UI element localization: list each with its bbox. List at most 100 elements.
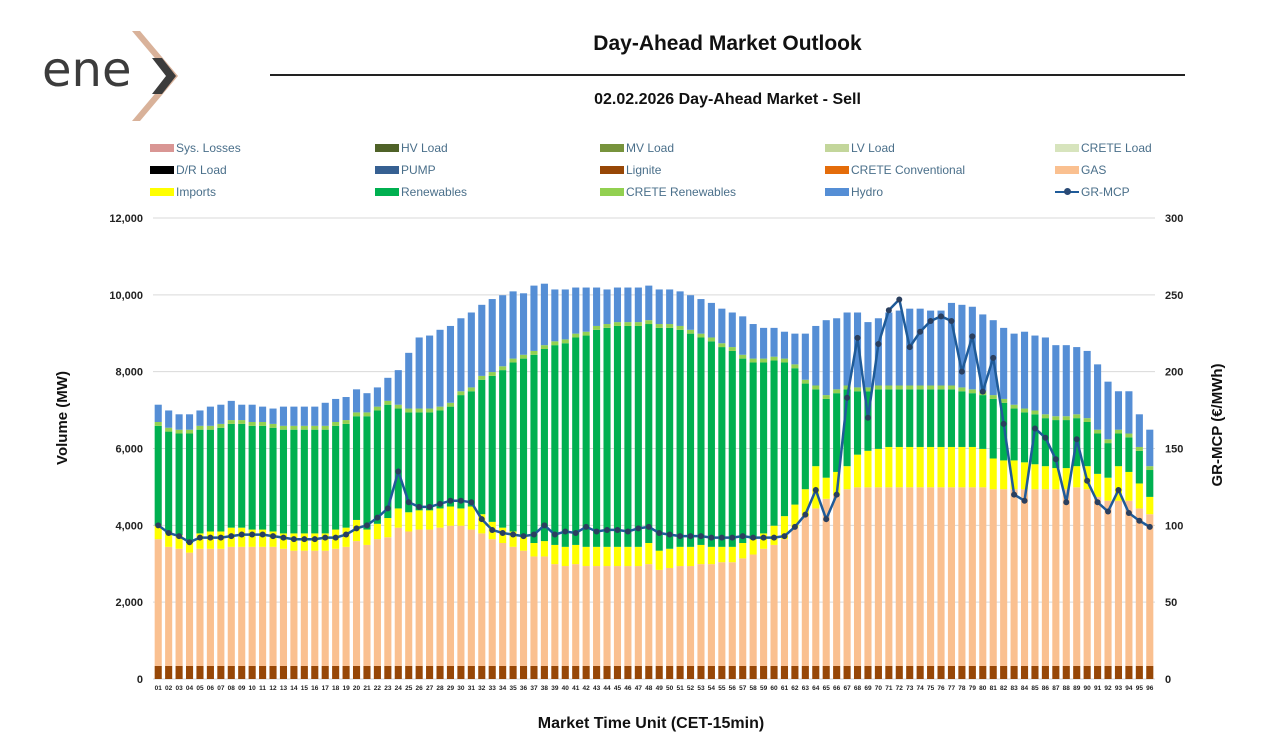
legend-label: CRETE Renewables bbox=[626, 185, 737, 199]
chart-subtitle: 02.02.2026 Day-Ahead Market - Sell bbox=[594, 91, 861, 108]
bar-segment bbox=[655, 665, 663, 679]
x-tick-label: 31 bbox=[468, 685, 476, 692]
bar-segment bbox=[551, 345, 559, 545]
bar-segment bbox=[519, 535, 528, 551]
bar-segment bbox=[342, 397, 350, 421]
bar-segment bbox=[405, 408, 413, 413]
bar-segment bbox=[311, 406, 319, 426]
bar-segment bbox=[906, 446, 914, 488]
bar-segment bbox=[488, 372, 496, 376]
mcp-point bbox=[906, 344, 913, 351]
mcp-point bbox=[1073, 436, 1080, 443]
x-tick-label: 67 bbox=[843, 685, 851, 692]
bar-segment bbox=[519, 293, 528, 355]
bar-segment bbox=[363, 665, 371, 679]
bar-segment bbox=[248, 404, 256, 422]
mcp-point bbox=[228, 533, 235, 540]
bar-segment bbox=[707, 341, 715, 547]
bar-segment bbox=[1041, 337, 1049, 415]
x-tick-label: 88 bbox=[1063, 685, 1071, 692]
bar-segment bbox=[384, 400, 392, 405]
x-tick-label: 32 bbox=[478, 685, 486, 692]
bar-segment bbox=[572, 287, 580, 334]
bar-segment bbox=[457, 508, 465, 526]
x-tick-label: 66 bbox=[833, 685, 841, 692]
y-tick-label: 6,000 bbox=[115, 444, 143, 456]
bar-segment bbox=[1062, 489, 1070, 666]
bar-segment bbox=[874, 448, 882, 488]
mcp-point bbox=[374, 514, 381, 521]
mcp-point bbox=[207, 534, 214, 541]
mcp-point bbox=[791, 523, 798, 530]
bar-segment bbox=[947, 302, 956, 386]
bar-segment bbox=[645, 665, 653, 679]
bar-segment bbox=[833, 318, 841, 390]
bar-segment bbox=[363, 393, 371, 413]
bar-segment bbox=[1020, 462, 1029, 490]
bar-segment bbox=[373, 539, 381, 666]
bar-segment bbox=[582, 287, 590, 332]
bar-segment bbox=[1083, 665, 1091, 679]
bar-segment bbox=[947, 487, 956, 666]
bar-segment bbox=[457, 665, 465, 679]
bar-segment bbox=[373, 410, 381, 524]
bar-segment bbox=[1062, 416, 1070, 421]
bar-segment bbox=[1052, 489, 1060, 666]
bar-segment bbox=[238, 423, 246, 528]
mcp-point bbox=[593, 528, 600, 535]
y2-tick-label: 100 bbox=[1165, 520, 1183, 532]
bar-segment bbox=[624, 566, 632, 666]
bar-segment bbox=[196, 429, 204, 534]
mcp-point bbox=[562, 528, 569, 535]
mcp-point bbox=[165, 530, 172, 537]
mcp-point bbox=[760, 534, 767, 541]
bar-segment bbox=[248, 421, 256, 426]
bar-segment bbox=[916, 308, 924, 386]
bar-segment bbox=[1041, 414, 1049, 419]
x-tick-label: 27 bbox=[426, 685, 434, 692]
bar-segment bbox=[697, 544, 705, 565]
x-tick-label: 89 bbox=[1073, 685, 1081, 692]
bar-segment bbox=[613, 665, 622, 679]
bar-segment bbox=[415, 337, 423, 409]
bar-segment bbox=[593, 665, 601, 679]
bar-segment bbox=[780, 665, 789, 679]
mcp-point bbox=[457, 497, 464, 504]
bar-segment bbox=[499, 543, 507, 666]
bar-segment bbox=[676, 566, 684, 666]
x-tick-label: 35 bbox=[509, 685, 517, 692]
bar-segment bbox=[686, 329, 695, 334]
legend-swatch bbox=[825, 144, 849, 152]
bar-segment bbox=[384, 665, 392, 679]
bar-segment bbox=[770, 356, 778, 361]
mcp-point bbox=[176, 533, 183, 540]
bar-segment bbox=[780, 331, 789, 359]
bar-segment bbox=[1073, 487, 1081, 666]
legend-label: LV Load bbox=[851, 141, 895, 155]
bar-segment bbox=[342, 420, 350, 424]
bar-segment bbox=[269, 546, 277, 666]
bar-segment bbox=[874, 665, 882, 679]
bar-segment bbox=[1146, 665, 1154, 679]
bar-segment bbox=[582, 566, 590, 666]
bar-segment bbox=[165, 546, 173, 666]
bar-segment bbox=[363, 529, 371, 545]
bar-segment bbox=[593, 329, 601, 547]
bar-segment bbox=[279, 406, 288, 426]
bar-segment bbox=[593, 546, 601, 567]
bar-segment bbox=[655, 327, 663, 551]
mcp-point bbox=[322, 534, 329, 541]
bar-segment bbox=[603, 665, 611, 679]
mcp-point bbox=[416, 503, 423, 510]
bar-segment bbox=[373, 406, 381, 411]
bar-segment bbox=[770, 360, 778, 526]
bar-segment bbox=[927, 389, 935, 447]
bar-segment bbox=[864, 665, 872, 679]
mcp-point bbox=[520, 533, 527, 540]
bar-segment bbox=[822, 320, 830, 396]
bar-segment bbox=[697, 299, 705, 334]
bar-segment bbox=[885, 446, 893, 488]
y-axis-title: Volume (MW) bbox=[54, 371, 71, 465]
bar-segment bbox=[1135, 665, 1143, 679]
bar-segment bbox=[927, 310, 935, 386]
